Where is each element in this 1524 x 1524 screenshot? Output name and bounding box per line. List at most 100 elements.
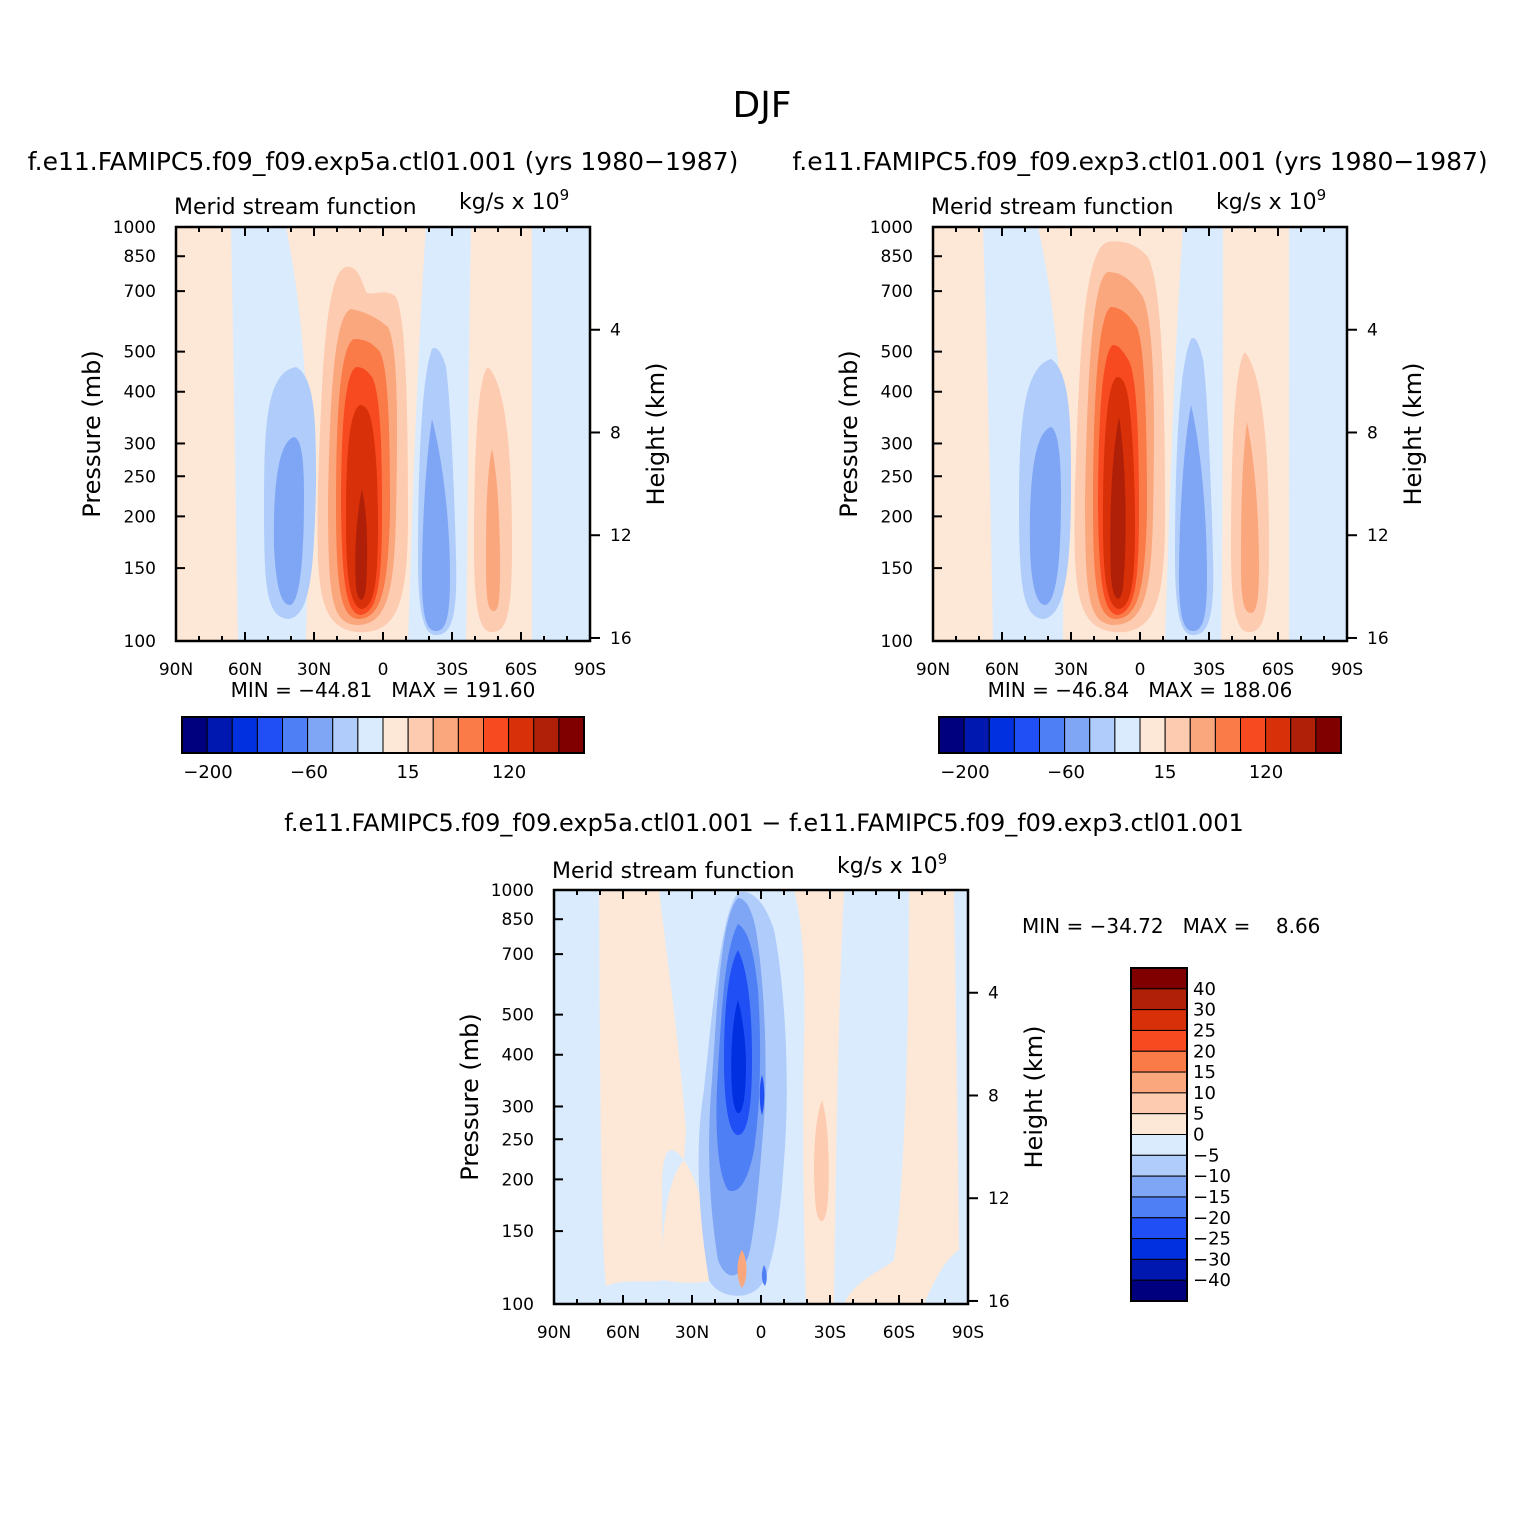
panel-3-y-tick-label: 300 <box>502 1097 534 1117</box>
panel-3-colorbar-label: −10 <box>1193 1166 1231 1187</box>
panel-3-plot-area <box>554 890 968 1304</box>
panel-3-x-tick-label: 30N <box>675 1323 709 1343</box>
panel-2-y-tick-label: 250 <box>881 467 913 487</box>
panel-1-y-tick-label: 300 <box>124 434 156 454</box>
panel-3-colorbar-label: −40 <box>1193 1270 1231 1291</box>
panel-3-stats: MIN = −34.72 MAX = 8.66 <box>1022 914 1320 938</box>
panel-3-y-label: Pressure (mb) <box>456 1013 484 1180</box>
panel-1-colorbar-label-2: 15 <box>397 762 420 783</box>
panel-1-colorbar-label-1: −60 <box>290 762 328 783</box>
panel-2-y-tick-label: 200 <box>881 507 913 527</box>
panel-3-y-right-tick-label: 16 <box>988 1292 1010 1312</box>
panel-3-y-tick-label: 250 <box>502 1130 534 1150</box>
panel-3-x-tick-label: 90N <box>537 1323 571 1343</box>
panel-2-y-tick-label: 100 <box>881 632 913 652</box>
panel-1-y-right-tick-label: 8 <box>610 423 621 443</box>
panel-1-x-tick-label: 90S <box>574 660 606 680</box>
panel-2-x-tick-label: 30N <box>1054 660 1088 680</box>
panel-1-y-tick-label: 700 <box>124 282 156 302</box>
panel-2-x-tick-label: 60N <box>985 660 1019 680</box>
panel-3-colorbar-cell <box>1130 1154 1188 1177</box>
panel-3-colorbar-label: 10 <box>1193 1083 1216 1104</box>
panel-1-colorbar-cell <box>307 716 334 754</box>
panel-2-colorbar-cell <box>1189 716 1216 754</box>
panel-3-colorbar-cell <box>1130 1009 1188 1031</box>
panel-2-colorbar-cell <box>1315 716 1342 754</box>
panel-3-colorbar-cell <box>1130 1279 1188 1302</box>
panel-3-x-tick-label: 0 <box>756 1323 767 1343</box>
panel-1-colorbar-cell <box>508 716 535 754</box>
panel-3-y-tick-label: 200 <box>502 1170 534 1190</box>
panel-1-y-right-tick-label: 4 <box>610 321 621 341</box>
panel-2-colorbar-cell <box>1240 716 1267 754</box>
panel-2-y-right-tick-label: 4 <box>1367 321 1378 341</box>
panel-3-y-tick-label: 850 <box>502 910 534 930</box>
panel-2-y-tick-label: 400 <box>881 383 913 403</box>
panel-1: f.e11.FAMIPC5.f09_f09.exp5a.ctl01.001 (y… <box>28 147 739 783</box>
panel-3-colorbar-label: 30 <box>1193 1000 1216 1021</box>
panel-3-y-right-tick-label: 4 <box>988 984 999 1004</box>
panel-1-colorbar-cell <box>533 716 560 754</box>
panel-2-y-tick-label: 150 <box>881 559 913 579</box>
panel-1-x-tick-label: 60N <box>228 660 262 680</box>
panel-2: f.e11.FAMIPC5.f09_f09.exp3.ctl01.001 (yr… <box>792 147 1487 783</box>
panel-1-colorbar-cell <box>357 716 384 754</box>
panel-2-stats: MIN = −46.84 MAX = 188.06 <box>988 678 1293 702</box>
panel-3-colorbar-cell <box>1130 1029 1188 1052</box>
panel-2-x-tick-label: 90S <box>1331 660 1363 680</box>
panel-3-colorbar-cell <box>1130 967 1188 990</box>
panel-1-y-tick-label: 250 <box>124 467 156 487</box>
panel-1-left-string: Merid stream function <box>174 195 417 220</box>
panel-2-colorbar-cell <box>1164 716 1191 754</box>
panel-3-colorbar-frame <box>1130 967 1188 1302</box>
panel-1-units-base: kg/s x 10 <box>459 190 560 215</box>
panel-3-y-right-tick-label: 12 <box>988 1189 1010 1209</box>
panel-1-x-tick-label: 30N <box>297 660 331 680</box>
panel-3-colorbar-cell <box>1130 1134 1188 1156</box>
panel-2-units-exponent: 9 <box>1317 186 1327 204</box>
panel-1-y-tick-label: 400 <box>124 383 156 403</box>
panel-3-y-tick-label: 150 <box>502 1222 534 1242</box>
panel-1-x-tick-label: 30S <box>436 660 468 680</box>
panel-2-x-tick-label: 60S <box>1262 660 1294 680</box>
panel-1-colorbar-cells <box>181 716 585 754</box>
panel-2-y-label: Pressure (mb) <box>835 350 863 517</box>
panel-1-y-tick-label: 150 <box>124 559 156 579</box>
panel-1-colorbar-label-0: −200 <box>183 762 232 783</box>
panel-1-y-tick-label: 1000 <box>113 218 156 238</box>
panel-3-units-exponent: 9 <box>938 850 948 868</box>
panel-3-x-tick-label: 30S <box>814 1323 846 1343</box>
panel-2-x-tick-label: 30S <box>1193 660 1225 680</box>
panel-2-x-tick-label: 90N <box>916 660 950 680</box>
panel-2-left-string: Merid stream function <box>931 195 1174 220</box>
panel-1-colorbar-cell <box>382 716 409 754</box>
panel-1-colorbar-cell <box>558 716 585 754</box>
panel-2-y-right-label: Height (km) <box>1399 363 1427 506</box>
panel-3-colorbar-label: 40 <box>1193 979 1216 1000</box>
panel-1-units-exponent: 9 <box>560 186 570 204</box>
panel-3-colorbar-cell <box>1130 1175 1188 1198</box>
panel-3-colorbar-label: −5 <box>1193 1145 1220 1166</box>
panel-3-colorbar-cells <box>1130 967 1188 1302</box>
panel-2-case-title: f.e11.FAMIPC5.f09_f09.exp3.ctl01.001 (yr… <box>792 147 1487 176</box>
panel-3-x-tick-label: 60N <box>606 1323 640 1343</box>
panel-2-colorbar-cell <box>1039 716 1066 754</box>
panel-3-y-tick-label: 400 <box>502 1046 534 1066</box>
panel-1-colorbar-cell <box>457 716 484 754</box>
panel-2-colorbar-cell <box>938 716 965 754</box>
panel-1-x-tick-label: 90N <box>159 660 193 680</box>
panel-2-colorbar-label-0: −200 <box>940 762 989 783</box>
panel-2-colorbar-cell <box>1214 716 1241 754</box>
panel-1-y-tick-label: 200 <box>124 507 156 527</box>
panel-1-colorbar-cell <box>231 716 258 754</box>
panel-1-colorbar-cell <box>332 716 359 754</box>
panel-1-colorbar-cell <box>407 716 434 754</box>
panel-2-colorbar-frame <box>938 716 1342 754</box>
panel-2-colorbar-cell <box>1265 716 1292 754</box>
panel-3-colorbar-label: 15 <box>1193 1062 1216 1083</box>
panel-2-ticks <box>932 226 1357 642</box>
panel-2-colorbar-cells <box>938 716 1342 754</box>
panel-2-colorbar-label-1: −60 <box>1047 762 1085 783</box>
panel-2-y-tick-label: 1000 <box>870 218 913 238</box>
